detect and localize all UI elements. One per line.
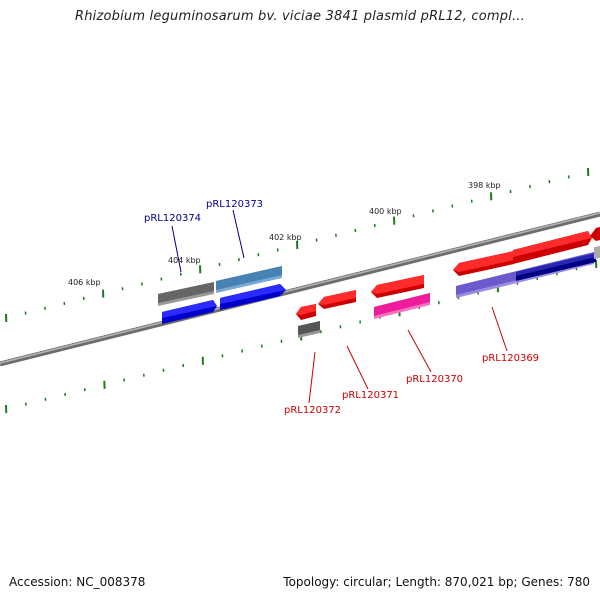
gene-pRL120372-red[interactable]: [296, 304, 316, 320]
gene-red-5[interactable]: [513, 231, 592, 264]
leader-pRL120371: [346, 345, 369, 390]
label-pRL120373[interactable]: pRL120373: [206, 199, 263, 210]
gene-pRL120374-gray[interactable]: [158, 282, 214, 306]
label-pRL120371[interactable]: pRL120371: [342, 390, 399, 401]
genome-backbone: [0, 211, 600, 367]
scale-label-404: 404 kbp: [168, 256, 201, 265]
genome-backbone-highlight: [0, 212, 600, 364]
gene-blue-1[interactable]: [162, 300, 217, 324]
leader-pRL120372: [308, 351, 316, 404]
scale-label-398: 398 kbp: [468, 181, 501, 190]
leader-pRL120373: [232, 209, 245, 259]
scale-label-402: 402 kbp: [269, 233, 302, 242]
gene-navy[interactable]: [516, 253, 596, 281]
gene-gray-small[interactable]: [298, 321, 320, 338]
map-title: Rhizobium leguminosarum bv. viciae 3841 …: [75, 9, 525, 24]
leader-pRL120369: [491, 306, 508, 352]
label-pRL120374[interactable]: pRL120374: [144, 213, 201, 224]
gene-pRL120370-pink[interactable]: [374, 293, 430, 319]
leader-pRL120374: [171, 225, 182, 273]
summary-text: Topology: circular; Length: 870,021 bp; …: [283, 575, 590, 589]
label-pRL120369[interactable]: pRL120369: [482, 353, 539, 364]
gene-red-6[interactable]: [590, 227, 600, 241]
leader-pRL120370: [407, 329, 432, 373]
gene-gray-edge[interactable]: [594, 246, 600, 259]
outer-scale-ticks: [5, 167, 590, 323]
scale-label-400: 400 kbp: [369, 207, 402, 216]
gene-red-4[interactable]: [453, 251, 514, 276]
label-pRL120370[interactable]: pRL120370: [406, 374, 463, 385]
gene-red-3[interactable]: [371, 275, 424, 298]
gene-pRL120373-steel[interactable]: [216, 266, 282, 293]
label-pRL120372[interactable]: pRL120372: [284, 405, 341, 416]
gene-blue-2[interactable]: [220, 284, 286, 310]
scale-label-406: 406 kbp: [68, 278, 101, 287]
gene-pRL120371-red[interactable]: [318, 290, 356, 309]
accession-text: Accession: NC_008378: [9, 575, 146, 589]
